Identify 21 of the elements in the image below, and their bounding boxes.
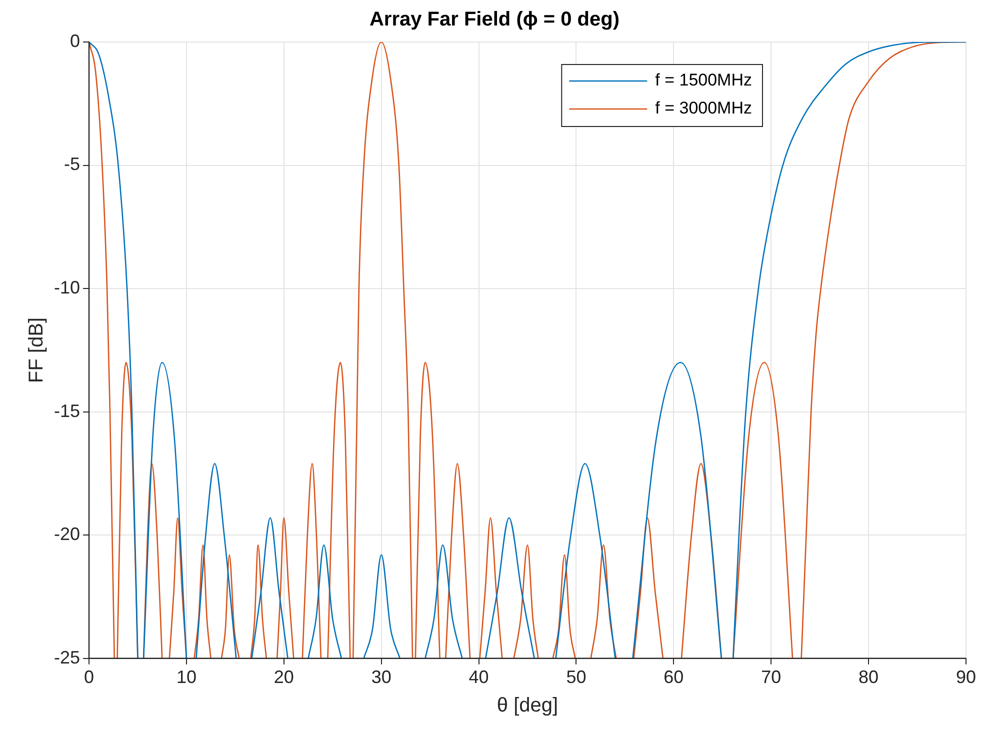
legend-label: f = 3000MHz bbox=[655, 98, 752, 118]
x-tick-label: 10 bbox=[176, 667, 196, 688]
y-axis-title: FF [dB] bbox=[26, 317, 48, 383]
y-tick-label: -20 bbox=[54, 524, 80, 544]
y-tick-label: -15 bbox=[54, 400, 80, 421]
x-tick-label: 40 bbox=[468, 667, 489, 688]
y-tick-label: -5 bbox=[64, 154, 80, 174]
x-tick-label: 90 bbox=[956, 667, 976, 688]
y-tick-label: -25 bbox=[54, 647, 80, 668]
chart-title: Array Far Field (ϕ = 0 deg) bbox=[369, 8, 620, 31]
x-tick-label: 70 bbox=[761, 667, 782, 688]
legend-label: f = 1500MHz bbox=[655, 70, 752, 90]
x-axis-title: θ [deg] bbox=[496, 694, 558, 717]
x-tick-label: 20 bbox=[274, 667, 294, 688]
x-tick-label: 60 bbox=[664, 667, 684, 688]
x-tick-label: 30 bbox=[371, 667, 392, 688]
x-tick-label: 0 bbox=[84, 667, 94, 688]
y-tick-label: -10 bbox=[54, 278, 80, 298]
x-tick-label: 50 bbox=[566, 667, 586, 688]
x-tick-label: 80 bbox=[858, 667, 879, 688]
y-tick-label: 0 bbox=[70, 30, 80, 51]
